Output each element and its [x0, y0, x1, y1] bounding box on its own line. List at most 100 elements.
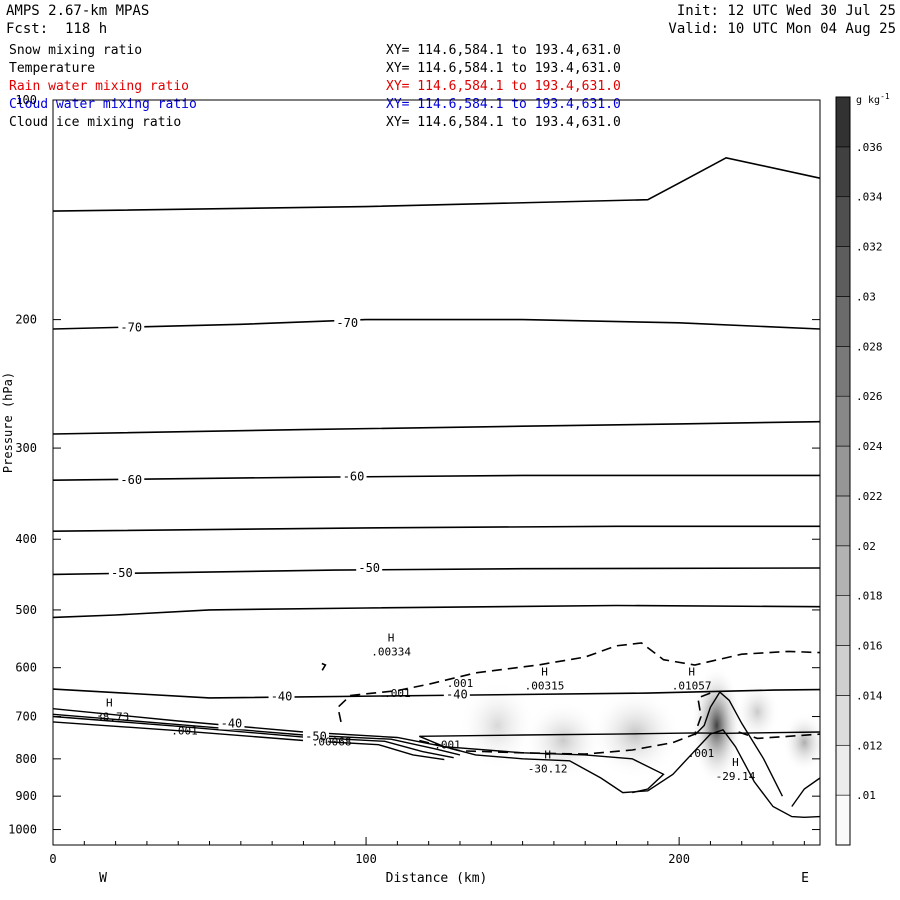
contour-label-bg [118, 319, 145, 334]
snow-contour [318, 661, 327, 671]
shading-blob [782, 712, 827, 773]
colorbar-tick-label: .024 [856, 440, 883, 453]
contour-label-bg [356, 559, 383, 574]
colorbar-tick-label: .018 [856, 590, 883, 603]
colorbar-tick-label: .026 [856, 390, 883, 403]
west-label: W [99, 871, 107, 886]
isotherm-label: -70 [120, 320, 142, 334]
colorbar-bin [835, 445, 851, 497]
isotherm-label: -50 [305, 729, 327, 743]
extremum-marker: H [688, 666, 695, 679]
isotherm-line [52, 420, 821, 435]
temperature-contour [52, 708, 821, 819]
colorbar-tick-label: .022 [856, 490, 883, 503]
contour-label-bg [334, 314, 361, 329]
field-xy-range: XY= 114.6,584.1 to 193.4,631.0 [386, 61, 621, 76]
y-tick-label: 700 [15, 710, 37, 724]
temperature-contour [52, 713, 461, 756]
isotherm-label: -50 [358, 561, 380, 575]
snow-contour-label: .001 [447, 677, 474, 690]
isotherm-line [52, 525, 820, 532]
colorbar-bin [835, 346, 851, 397]
extremum-marker: H [388, 631, 395, 644]
extremum-marker: H [732, 756, 739, 769]
colorbar-bin [835, 146, 851, 198]
colorbar-bin [835, 495, 851, 547]
isotherm-label: -60 [120, 473, 142, 487]
contour-label-bg [218, 715, 245, 730]
colorbar-tick-label: .014 [856, 689, 883, 702]
colorbar-tick-label: .016 [856, 640, 883, 653]
x-tick-label: 100 [355, 852, 377, 866]
y-tick-label: 500 [15, 603, 37, 617]
extremum-marker: H [106, 697, 113, 710]
init-time: Init: 12 UTC Wed 30 Jul 25 [676, 3, 896, 19]
east-label: E [801, 871, 809, 886]
y-tick-label: 300 [15, 441, 37, 455]
extremum-value: .01057 [672, 680, 712, 693]
extremum-value: -29.14 [716, 770, 756, 783]
contour-label-bg [108, 565, 135, 580]
isotherm-line [52, 474, 820, 481]
extremum-value: -30.12 [528, 763, 568, 776]
colorbar-tick-label: .034 [856, 191, 883, 204]
extremum-value: -38.73 [89, 711, 129, 724]
contour-label-bg [268, 688, 295, 703]
colorbar-tick-label: .01 [856, 789, 876, 802]
isotherm-label: -40 [221, 716, 243, 730]
shading-blob [523, 700, 604, 781]
temperature-contour [52, 715, 454, 759]
isotherm-label: -40 [446, 688, 468, 702]
colorbar-frame [835, 96, 851, 846]
y-tick-label: 900 [15, 789, 37, 803]
temperature-contour [52, 721, 445, 761]
contour-label-bg [443, 686, 470, 701]
snow-contour [419, 692, 711, 755]
field-xy-range: XY= 114.6,584.1 to 193.4,631.0 [386, 115, 621, 130]
colorbar-bin [835, 96, 851, 148]
model-title: AMPS 2.67-km MPAS [6, 3, 150, 19]
isotherm-label: -40 [271, 689, 293, 703]
colorbar-tick-label: .012 [856, 739, 883, 752]
snow-contour-label: .001 [434, 739, 461, 752]
isotherm-line [52, 318, 821, 330]
snow-contour [337, 642, 821, 723]
colorbar-bin [835, 395, 851, 447]
contour-label-bg [302, 728, 329, 743]
snow-contour [738, 731, 821, 740]
snow-contour-label: .001 [171, 725, 198, 738]
field-name: Temperature [9, 61, 96, 76]
snow-contour-label: .001 [688, 747, 715, 760]
valid-time: Valid: 10 UTC Mon 04 Aug 25 [668, 21, 896, 37]
colorbar-bin [835, 296, 851, 347]
contour-label-bg [118, 472, 145, 487]
y-tick-label: 1000 [8, 823, 37, 837]
isotherm-label: -50 [111, 566, 133, 580]
plot-frame [52, 99, 821, 846]
field-xy-range: XY= 114.6,584.1 to 193.4,631.0 [386, 79, 621, 94]
snow-contour-label: .001 [384, 687, 411, 700]
isotherm-line [52, 567, 821, 576]
extremum-marker: H [544, 749, 551, 762]
extremum-marker: H [541, 666, 548, 679]
temperature-contour [791, 777, 821, 807]
colorbar-tick-label: .032 [856, 241, 883, 254]
y-tick-label: 400 [15, 532, 37, 546]
shading-blob [735, 681, 780, 742]
colorbar-tick-label: .028 [856, 340, 883, 353]
temperature-contour [694, 691, 784, 797]
field-name: Snow mixing ratio [9, 43, 143, 58]
y-tick-label: 600 [15, 661, 37, 675]
shading-blob [459, 680, 536, 771]
contour-label-bg [340, 468, 367, 483]
extremum-value: .00315 [525, 680, 565, 693]
colorbar-tick-label: .02 [856, 540, 876, 553]
colorbar-bin [835, 744, 851, 796]
colorbar-bin [835, 595, 851, 646]
isotherm-line [52, 604, 821, 619]
extremum-value: .00334 [371, 645, 411, 658]
y-tick-label: 100 [15, 93, 37, 107]
colorbar-bin [835, 794, 851, 846]
isotherm-line [52, 156, 821, 212]
